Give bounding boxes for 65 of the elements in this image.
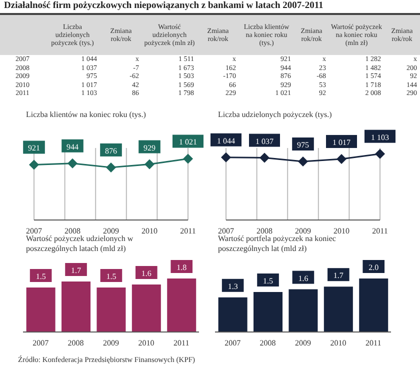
data-label: 1.5 xyxy=(106,272,116,281)
text: Działalność firm pożyczkowych niepowiązanych z bankami w latach 2007-2011 xyxy=(0,0,420,15)
bar xyxy=(96,286,127,332)
point xyxy=(375,148,385,159)
x-tick-label: 2011 xyxy=(174,338,190,348)
bar xyxy=(25,286,56,332)
data-label: 929 xyxy=(144,143,156,152)
bar xyxy=(166,278,198,332)
point xyxy=(106,162,116,172)
x-tick-label: 2008 xyxy=(256,226,272,236)
x-tick-label: 2007 xyxy=(224,338,241,348)
x-tick-label: 2010 xyxy=(334,226,350,236)
data-label: 1.6 xyxy=(141,269,152,278)
data-label: 1 044 xyxy=(217,136,235,146)
x-tick-label: 2007 xyxy=(218,226,234,236)
data-label: 975 xyxy=(297,140,309,150)
x-tick-label: 2011 xyxy=(180,226,196,236)
bar xyxy=(217,296,248,332)
x-tick-label: 2008 xyxy=(260,338,276,348)
point xyxy=(144,159,154,170)
point xyxy=(298,156,308,166)
data-label: 944 xyxy=(66,142,78,152)
bar xyxy=(322,286,354,332)
x-tick-label: 2009 xyxy=(295,226,311,236)
x-tick-label: 2010 xyxy=(138,338,154,348)
point xyxy=(260,152,270,163)
point xyxy=(336,154,346,164)
x-tick-label: 2009 xyxy=(103,338,119,348)
x-tick-label: 2007 xyxy=(32,338,49,348)
data-label: 1 103 xyxy=(371,132,389,142)
data-label: 1 017 xyxy=(332,138,350,147)
bar xyxy=(252,291,284,332)
x-tick-label: 2008 xyxy=(68,338,84,348)
data-label: 1.5 xyxy=(36,272,46,281)
x-tick-label: 2010 xyxy=(142,226,158,236)
point xyxy=(68,158,78,168)
data-label: 1 037 xyxy=(256,136,274,146)
data-label: 1.3 xyxy=(228,282,238,291)
x-tick-label: 2008 xyxy=(64,226,80,236)
bar xyxy=(60,280,92,332)
data-label: 1 021 xyxy=(179,138,197,147)
data-label: 921 xyxy=(28,144,40,153)
data-label: 1.6 xyxy=(298,274,308,283)
x-tick-label: 2009 xyxy=(103,226,119,236)
data-label: 1.5 xyxy=(263,276,274,286)
data-label: 876 xyxy=(105,146,117,156)
chart-title: Wartość portfela pożyczek na koniec poszczególnych lat (mld zł) xyxy=(217,234,337,255)
data-label: 1.7 xyxy=(71,266,82,275)
point xyxy=(29,160,39,170)
x-tick-label: 2011 xyxy=(366,338,382,348)
data-label: 1.7 xyxy=(333,271,344,280)
bar xyxy=(358,278,390,332)
bar xyxy=(130,284,162,332)
chart-title: Wartość pożyczek udzielonych w poszczególnych latach (mld zł) xyxy=(25,234,134,255)
x-tick-label: 2009 xyxy=(295,338,311,348)
data-label: 1.8 xyxy=(176,263,187,272)
x-tick-label: 2007 xyxy=(26,226,42,236)
x-tick-label: 2010 xyxy=(330,338,346,348)
x-tick-label: 2011 xyxy=(372,226,388,236)
point xyxy=(183,154,193,164)
chart-title: Liczba udzielonych pożyczek (tys.) xyxy=(217,110,333,121)
point xyxy=(221,152,231,162)
data-label: 2.0 xyxy=(368,263,379,272)
bar xyxy=(288,288,319,332)
chart-title: Liczba klientów na koniec roku (tys.) xyxy=(25,110,147,121)
